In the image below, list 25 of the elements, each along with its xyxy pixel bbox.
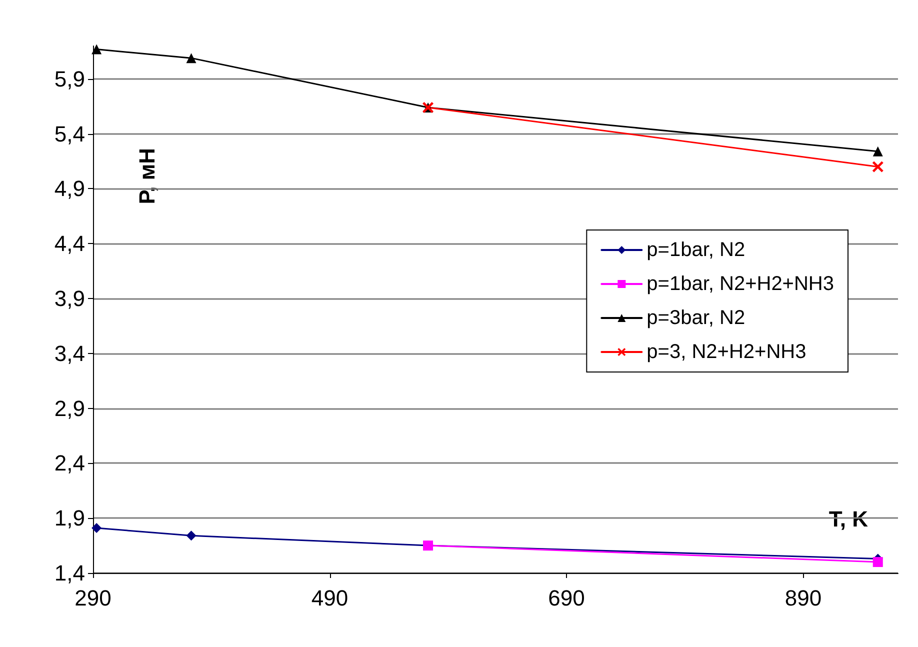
point [92, 44, 102, 54]
y-tick-label: 4,9 [54, 176, 85, 202]
point [92, 522, 102, 533]
point [872, 557, 883, 568]
y-tick-label: 2,4 [54, 450, 85, 476]
point [186, 53, 196, 64]
legend-label: p=1bar, N2 [646, 239, 746, 261]
y-tick-label: 2,9 [54, 396, 85, 421]
legend-label: p=1bar, N2+H2+NH3 [646, 273, 834, 295]
point [872, 161, 884, 172]
y-tick-label: 1,9 [54, 506, 85, 531]
x-tick-label: 890 [784, 586, 822, 610]
y-tick-label: 5,9 [54, 66, 85, 92]
y-tick-label: 3,4 [54, 340, 85, 366]
y-tick-label: 4,4 [54, 231, 85, 256]
point [872, 146, 883, 156]
y-tick-label: 1,4 [54, 560, 85, 586]
legend-label: p=3bar, N2 [646, 307, 746, 329]
x-tick-label: 290 [74, 586, 112, 610]
y-tick-label: 5,4 [54, 121, 85, 146]
point [186, 530, 196, 541]
legend-label: p=3, N2+H2+NH3 [646, 341, 806, 363]
x-tick-label: 690 [548, 586, 585, 610]
y-tick-label: 3,9 [54, 286, 85, 312]
x-tick-label: 490 [311, 586, 348, 610]
